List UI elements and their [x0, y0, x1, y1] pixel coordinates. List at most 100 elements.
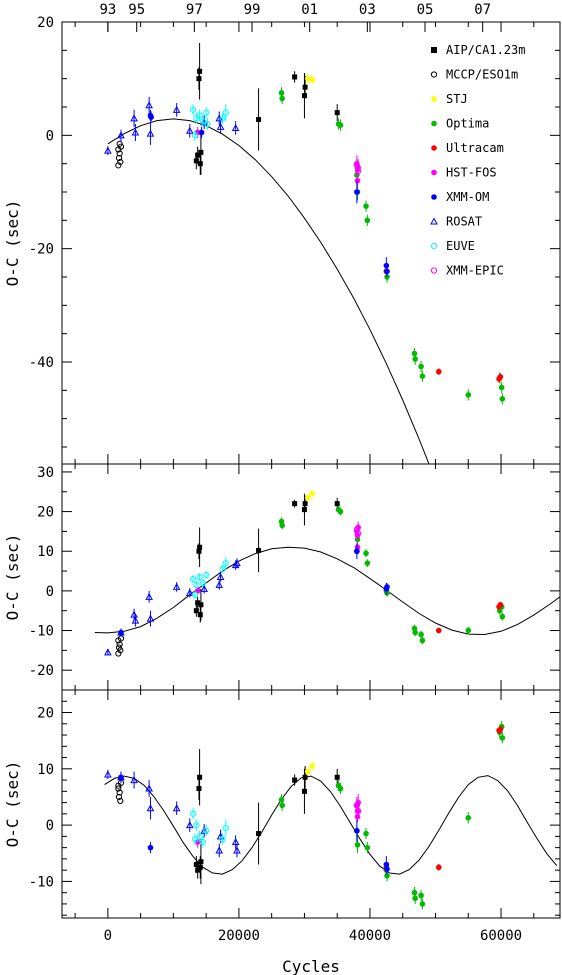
data-point — [302, 501, 308, 507]
data-point — [216, 572, 225, 580]
data-point — [354, 827, 360, 834]
data-point — [146, 129, 155, 137]
plot-frame — [61, 463, 561, 691]
data-point — [233, 846, 241, 854]
plot-frame — [61, 21, 561, 465]
data-point — [384, 866, 390, 872]
series-mccp-eso1m — [115, 635, 125, 657]
data-point — [198, 149, 204, 155]
data-point — [194, 129, 201, 136]
data-point — [130, 610, 138, 618]
data-point — [301, 507, 307, 513]
series-mccp-eso1m — [115, 140, 125, 169]
data-point — [279, 802, 285, 809]
series-rosat — [104, 558, 241, 656]
data-point — [364, 844, 371, 851]
data-point — [197, 544, 203, 550]
data-point — [197, 68, 203, 74]
data-point — [411, 889, 418, 896]
data-point — [278, 90, 285, 96]
data-point — [499, 735, 506, 741]
data-point — [116, 150, 123, 157]
panel-middle: 30 20 10 0 -10 -20 O-C (sec) — [3, 463, 561, 691]
y-tick-label: -20 — [29, 242, 54, 258]
data-point — [435, 368, 442, 375]
data-point — [193, 608, 199, 614]
data-point — [117, 647, 124, 654]
data-point — [334, 774, 340, 780]
data-point — [354, 189, 360, 195]
data-point — [115, 793, 123, 801]
data-point — [115, 154, 123, 162]
model-curve — [107, 118, 430, 464]
data-point — [499, 613, 506, 620]
data-point — [354, 842, 361, 848]
y-tick-label: -40 — [29, 355, 54, 371]
data-point — [412, 895, 418, 902]
data-point — [337, 508, 344, 515]
legend-label: MCCP/ESO1m — [446, 68, 518, 82]
data-point — [215, 114, 224, 122]
data-point — [363, 830, 369, 837]
series-xmm-epic — [353, 799, 362, 817]
data-point — [198, 859, 204, 865]
data-point — [337, 122, 344, 128]
plot-area — [94, 490, 560, 657]
series-xmm-om — [118, 543, 390, 637]
legend-marker — [430, 217, 438, 225]
data-point — [353, 162, 360, 169]
data-point — [200, 584, 209, 592]
plot-area — [104, 42, 506, 464]
data-point — [364, 217, 371, 224]
data-point — [185, 126, 194, 134]
data-point — [301, 93, 307, 99]
data-point — [191, 836, 199, 843]
series-optima — [278, 720, 506, 910]
data-point — [363, 203, 369, 209]
data-point — [185, 821, 194, 829]
legend-marker — [431, 145, 437, 151]
series-xmm-epic — [353, 525, 362, 538]
legend-label: STJ — [446, 92, 468, 106]
series-ultracam — [383, 267, 504, 383]
series-hst-fos — [194, 126, 361, 187]
data-point — [419, 901, 426, 907]
data-point — [411, 350, 418, 357]
y-tick-label: 0 — [46, 818, 54, 834]
series-xmm-om — [147, 109, 390, 277]
data-point — [219, 565, 226, 573]
y-tick-label: 30 — [37, 465, 54, 481]
data-point — [193, 581, 200, 589]
data-point — [203, 827, 210, 834]
plot-frame — [61, 689, 561, 919]
x-tick-label: 0 — [104, 928, 112, 944]
data-point — [104, 770, 112, 778]
series-stj — [304, 490, 316, 501]
y-axis-title: O-C (sec) — [3, 761, 22, 848]
data-point — [231, 837, 240, 845]
data-point — [383, 262, 390, 269]
data-point — [148, 114, 154, 120]
data-point — [497, 726, 504, 733]
top-axis-year-label: 03 — [359, 2, 376, 18]
series-rosat — [104, 96, 240, 156]
data-point — [196, 786, 202, 792]
data-point — [418, 892, 424, 899]
data-point — [334, 110, 340, 116]
y-tick-label: 10 — [37, 762, 54, 778]
legend-marker — [431, 120, 437, 127]
y-tick-label: 20 — [37, 505, 54, 521]
legend-label: HST-FOS — [446, 166, 497, 180]
data-point — [116, 789, 123, 796]
data-point — [198, 129, 205, 136]
y-axis-title: O-C (sec) — [3, 200, 22, 287]
series-stj — [304, 761, 316, 777]
legend-marker — [431, 194, 437, 200]
data-point — [412, 629, 418, 636]
data-point — [355, 167, 362, 175]
data-point — [203, 571, 210, 579]
data-point — [419, 637, 426, 644]
data-point — [279, 522, 285, 529]
data-point — [117, 773, 125, 781]
data-point — [465, 392, 472, 398]
